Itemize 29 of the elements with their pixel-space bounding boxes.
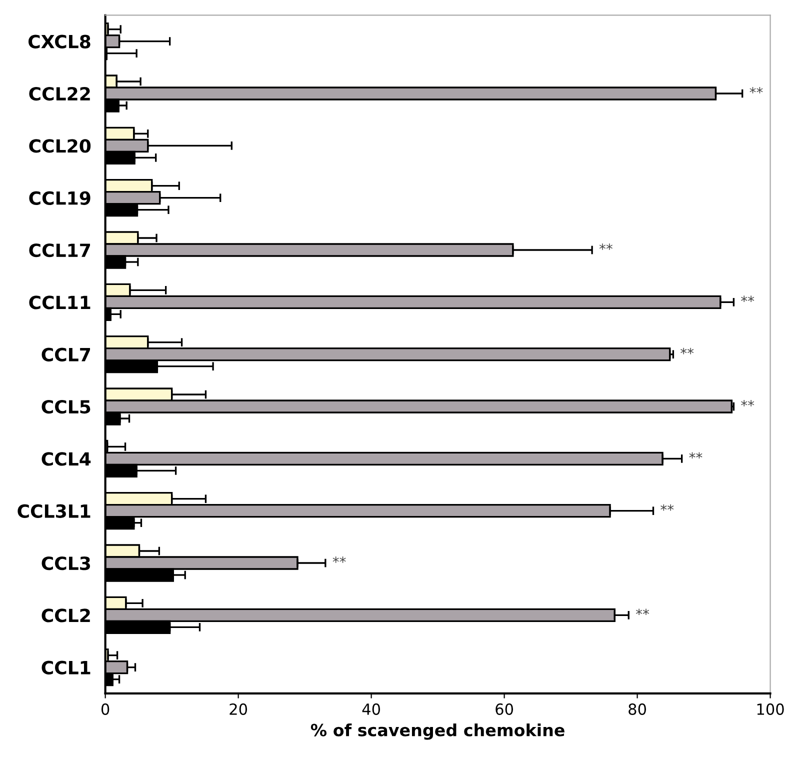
annotation: ** [332,556,346,563]
x-tick-label: 20 [230,703,248,715]
y-tick-label: CCL3L1 [18,504,90,518]
y-tick-label: CCL20 [29,139,91,153]
y-tick-label: CCL22 [29,86,90,101]
y-tick-label: CCL2 [42,608,90,622]
x-tick-label: 40 [362,703,380,715]
y-tick-label: CCL1 [42,660,90,674]
annotation: ** [741,400,754,406]
annotation: ** [599,244,612,250]
annotation: ** [660,504,674,511]
y-tick-label: CCL11 [29,296,90,310]
annotation: ** [680,348,694,354]
annotation: ** [689,452,702,459]
annotation: ** [636,608,650,616]
x-tick-label: 100 [757,703,784,715]
y-tick-label: CCL17 [29,243,90,258]
annotation: ** [741,296,754,302]
x-axis-title: % of scavenged chemokine [310,723,564,740]
y-tick-label: CCL19 [29,191,90,205]
x-tick-label: 0 [101,703,110,715]
y-tick-label: CCL7 [42,348,90,362]
y-tick-label: CCL5 [42,400,90,414]
x-tick-label: 80 [628,703,646,715]
annotation: ** [750,87,763,94]
y-tick-label: CXCL8 [28,34,90,48]
y-tick-label: CCL3 [42,556,90,570]
y-tick-label: CCL4 [42,452,91,466]
x-tick-label: 60 [496,703,514,715]
